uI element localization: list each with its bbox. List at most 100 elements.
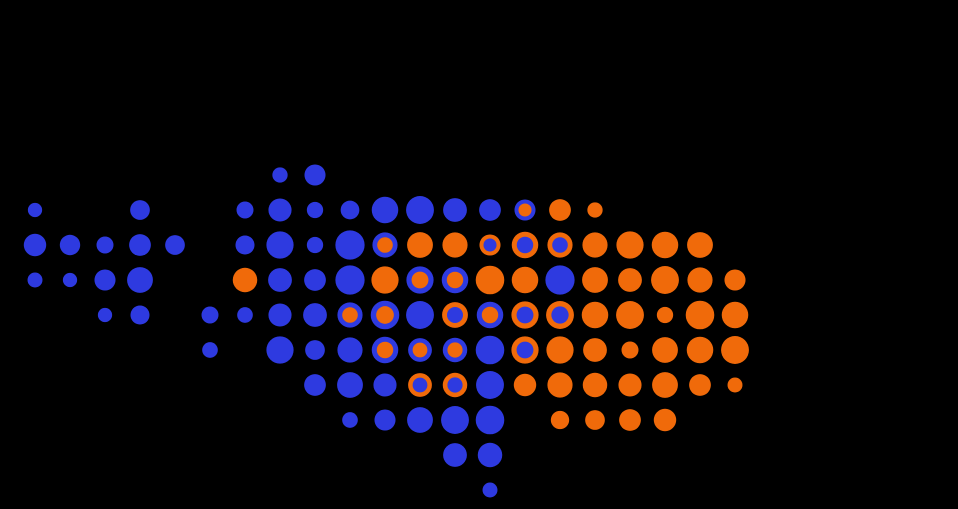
map-dot-outer bbox=[687, 232, 713, 258]
map-dot bbox=[652, 337, 678, 363]
map-dot-outer bbox=[651, 266, 679, 294]
map-dot-outer bbox=[550, 410, 570, 430]
map-dot-outer bbox=[652, 372, 678, 398]
map-dot-outer bbox=[477, 442, 503, 468]
map-dot bbox=[62, 272, 78, 288]
map-dot-inner bbox=[376, 341, 394, 359]
map-dot bbox=[236, 201, 254, 219]
map-dot bbox=[686, 336, 714, 364]
map-dot-outer bbox=[513, 373, 537, 397]
map-dot-outer bbox=[582, 232, 608, 258]
map-dot bbox=[689, 374, 711, 396]
map-dot-inner bbox=[412, 377, 428, 393]
map-dot bbox=[511, 336, 539, 364]
map-dot-outer bbox=[656, 306, 674, 324]
map-dot-outer bbox=[304, 164, 326, 186]
map-dot bbox=[23, 233, 47, 257]
map-dot-outer bbox=[585, 410, 605, 430]
map-dot-inner bbox=[552, 237, 568, 253]
map-dot bbox=[441, 266, 469, 294]
map-dot bbox=[547, 372, 573, 398]
map-dot-outer bbox=[441, 406, 469, 434]
map-dot-outer bbox=[337, 337, 363, 363]
map-dot bbox=[721, 336, 749, 364]
map-dot-outer bbox=[724, 269, 746, 291]
map-dot-outer bbox=[268, 198, 292, 222]
map-dot-outer bbox=[232, 267, 258, 293]
map-dot bbox=[724, 269, 746, 291]
map-dot-outer bbox=[62, 272, 78, 288]
map-dot bbox=[374, 409, 396, 431]
map-dot bbox=[475, 265, 505, 295]
map-dot-outer bbox=[130, 200, 150, 220]
map-dot-outer bbox=[371, 266, 399, 294]
map-dot-outer bbox=[27, 272, 43, 288]
map-dot-outer bbox=[616, 231, 644, 259]
map-dot-outer bbox=[407, 407, 433, 433]
map-dot bbox=[511, 231, 539, 259]
map-dot-outer bbox=[581, 301, 609, 329]
map-dot bbox=[547, 232, 573, 258]
map-dot bbox=[304, 164, 326, 186]
map-dot bbox=[581, 301, 609, 329]
map-dot-outer bbox=[23, 233, 47, 257]
map-dot-outer bbox=[687, 267, 713, 293]
map-dot-outer bbox=[685, 300, 715, 330]
map-dot-outer bbox=[443, 443, 467, 467]
map-dot-inner bbox=[483, 238, 497, 252]
map-dot-outer bbox=[96, 236, 114, 254]
map-dot bbox=[721, 301, 749, 329]
map-dot-outer bbox=[266, 231, 294, 259]
map-dot bbox=[653, 408, 677, 432]
map-dot-outer bbox=[442, 232, 468, 258]
map-dot-inner bbox=[481, 306, 499, 324]
map-dot bbox=[201, 306, 219, 324]
map-dot bbox=[582, 372, 608, 398]
map-dot bbox=[27, 272, 43, 288]
map-dot-outer bbox=[272, 167, 288, 183]
map-dot-outer bbox=[616, 301, 644, 329]
map-dot bbox=[305, 340, 325, 360]
map-dot-inner bbox=[516, 306, 534, 324]
map-dot-outer bbox=[652, 337, 678, 363]
map-dot bbox=[443, 198, 467, 222]
map-dot-outer bbox=[268, 303, 292, 327]
map-dot-outer bbox=[583, 338, 607, 362]
map-dot-inner bbox=[446, 271, 464, 289]
map-dot-outer bbox=[549, 199, 571, 221]
map-dot-outer bbox=[546, 336, 574, 364]
map-dot bbox=[514, 199, 536, 221]
map-dot-outer bbox=[127, 267, 153, 293]
map-dot bbox=[442, 337, 468, 363]
map-dot bbox=[406, 301, 434, 329]
map-dot bbox=[582, 232, 608, 258]
map-dot bbox=[306, 201, 324, 219]
map-dot bbox=[370, 300, 400, 330]
map-dot-outer bbox=[235, 235, 255, 255]
map-dot-inner bbox=[447, 377, 463, 393]
map-dot bbox=[407, 407, 433, 433]
map-dot bbox=[618, 268, 642, 292]
map-dot-outer bbox=[407, 232, 433, 258]
map-dot-inner bbox=[411, 271, 429, 289]
map-dot-inner bbox=[518, 203, 532, 217]
map-dot-outer bbox=[342, 412, 358, 428]
map-dot-inner bbox=[376, 306, 394, 324]
map-dot-outer bbox=[374, 409, 396, 431]
map-dot-outer bbox=[306, 236, 324, 254]
map-dot bbox=[443, 443, 467, 467]
map-dot bbox=[272, 167, 288, 183]
map-dot-outer bbox=[621, 341, 639, 359]
map-dot bbox=[406, 266, 434, 294]
map-dot bbox=[545, 265, 575, 295]
map-dot-outer bbox=[618, 268, 642, 292]
map-dot bbox=[406, 196, 434, 224]
map-dot-inner bbox=[551, 306, 569, 324]
map-dot-outer bbox=[727, 377, 743, 393]
map-dot bbox=[442, 302, 468, 328]
map-dot bbox=[129, 234, 151, 256]
map-dot-outer bbox=[59, 234, 81, 256]
map-dot bbox=[340, 200, 360, 220]
